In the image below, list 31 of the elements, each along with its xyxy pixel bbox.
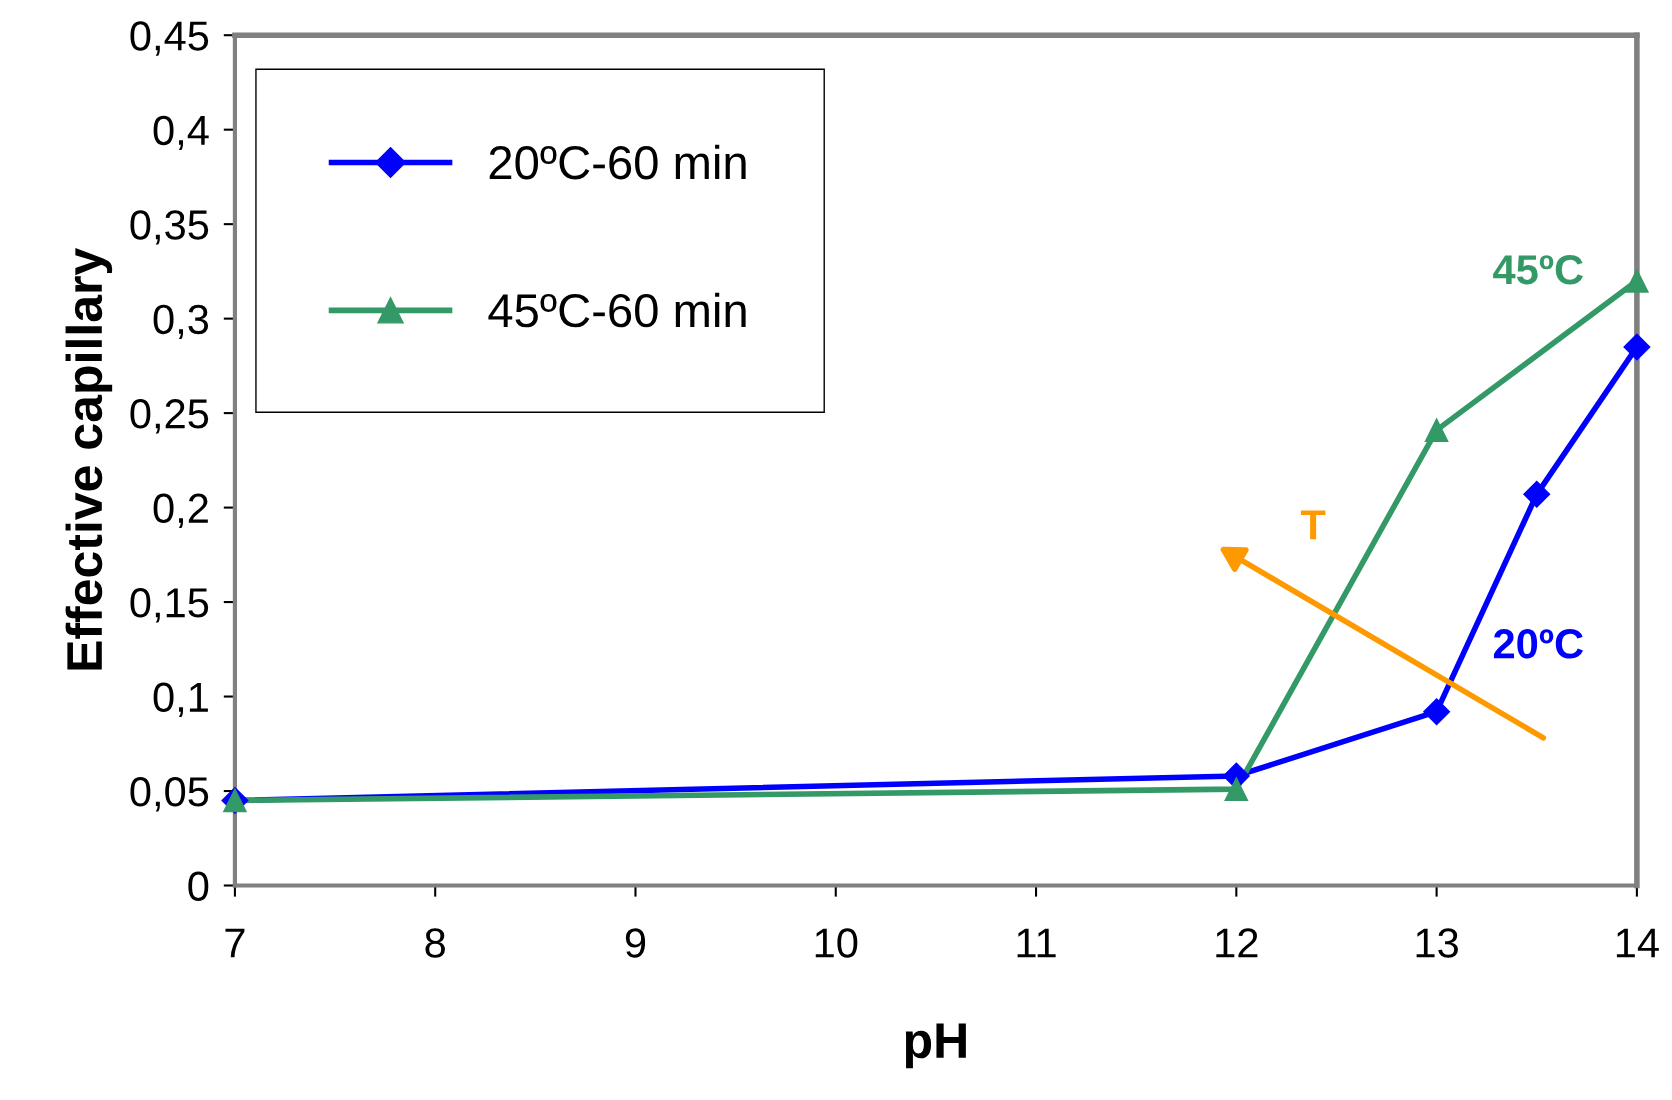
annotation: T bbox=[1300, 510, 1326, 540]
point bbox=[1424, 418, 1449, 442]
x-tick-label: 12 bbox=[1216, 928, 1258, 958]
x-tick-label: 8 bbox=[425, 928, 445, 958]
annotation: 45ºC bbox=[1493, 254, 1583, 285]
y-tick-label: 0,25 bbox=[130, 399, 209, 434]
annotation: 20ºC bbox=[1493, 629, 1583, 659]
y-tick-label: 0,1 bbox=[153, 682, 208, 717]
x-tick-label: 11 bbox=[1017, 928, 1056, 958]
y-tick-label: 0,45 bbox=[130, 21, 209, 56]
y-tick-label: 0,3 bbox=[153, 304, 209, 340]
point bbox=[1224, 777, 1249, 801]
y-tick-label: 0,2 bbox=[153, 493, 208, 529]
point bbox=[1523, 480, 1551, 508]
point bbox=[1625, 269, 1649, 293]
x-axis-title: pH bbox=[905, 1023, 966, 1069]
x-tick-label: 10 bbox=[815, 928, 858, 958]
y-tick-label: 0,05 bbox=[130, 777, 209, 812]
y-tick-label: 0 bbox=[188, 871, 209, 902]
x-tick-label: 13 bbox=[1416, 928, 1458, 958]
y-axis-title: Effective capillary bbox=[65, 247, 113, 670]
x-tick-label: 9 bbox=[625, 928, 646, 958]
y-tick-label: 0,4 bbox=[153, 115, 209, 151]
point bbox=[1623, 333, 1651, 361]
x-tick-label: 7 bbox=[225, 928, 245, 958]
legend-label: 45ºC-60 min bbox=[488, 292, 746, 328]
x-tick-label: 14 bbox=[1616, 928, 1659, 958]
legend-label: 20ºC-60 min bbox=[489, 144, 746, 180]
y-tick-label: 0,35 bbox=[130, 210, 209, 245]
point bbox=[1423, 698, 1451, 726]
y-tick-label: 0,15 bbox=[130, 588, 209, 623]
